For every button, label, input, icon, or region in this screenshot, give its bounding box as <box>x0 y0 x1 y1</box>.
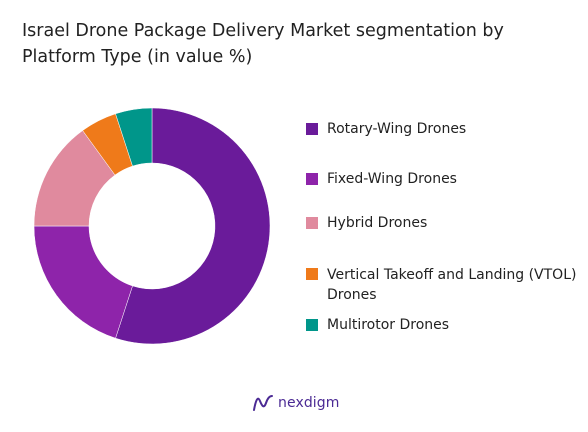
legend-swatch-multirotor <box>306 319 318 331</box>
logo-text: nexdigm <box>278 395 340 411</box>
chart-legend: Rotary-Wing Drones Fixed-Wing Drones Hyb… <box>306 0 588 432</box>
slice-multirotor-drones <box>115 107 153 167</box>
nexdigm-logo-icon <box>253 395 273 411</box>
legend-item-fixed-wing: Fixed-Wing Drones <box>306 171 577 188</box>
legend-swatch-rotary-wing <box>306 123 318 135</box>
legend-swatch-fixed-wing <box>306 173 318 185</box>
slice-rotary-wing-drones <box>115 107 271 345</box>
legend-label-rotary-wing: Rotary-Wing Drones <box>327 121 467 137</box>
donut-slices <box>33 107 271 345</box>
legend-swatch-vtol <box>306 268 318 280</box>
legend-label-hybrid: Hybrid Drones <box>327 215 428 231</box>
legend-swatch-hybrid <box>306 217 318 229</box>
legend-item-rotary-wing: Rotary-Wing Drones <box>306 121 577 138</box>
slice-fixed-wing-drones <box>33 225 133 339</box>
legend-label-vtol: Vertical Takeoff and Landing (VTOL) Dron… <box>327 267 577 303</box>
legend-item-vtol: Vertical Takeoff and Landing (VTOL) Dron… <box>306 267 577 305</box>
legend-label-multirotor: Multirotor Drones <box>327 317 450 333</box>
legend-label-fixed-wing: Fixed-Wing Drones <box>327 171 457 187</box>
chart-title: Israel Drone Package Delivery Market seg… <box>22 21 504 67</box>
nexdigm-logo: nexdigm <box>252 393 340 413</box>
legend-item-multirotor: Multirotor Drones <box>306 317 577 334</box>
legend-item-hybrid: Hybrid Drones <box>306 215 577 232</box>
